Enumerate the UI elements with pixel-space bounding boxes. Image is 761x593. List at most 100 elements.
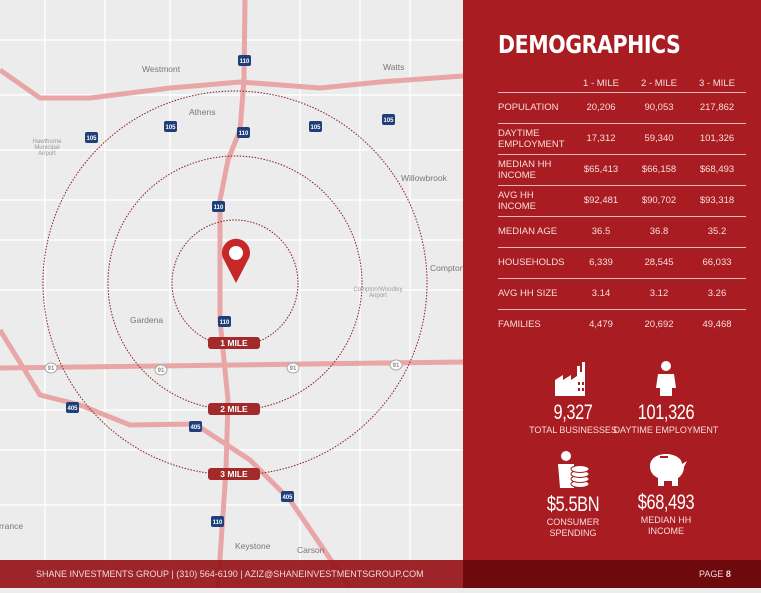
stat-value: $68,493 [637, 491, 695, 514]
table-row: AVG HH INCOME $92,481 $90,702 $93,318 [498, 185, 746, 217]
stat-label: MEDIAN HH INCOME [640, 515, 692, 536]
cell-value: 3.14 [572, 278, 630, 310]
shield-91-icon: 91 [389, 359, 403, 371]
svg-text:405: 405 [67, 406, 78, 412]
place-label: Compton/Woodley Airport [353, 287, 403, 299]
table-row: HOUSEHOLDS 6,339 28,545 66,033 [498, 247, 746, 279]
place-label: Watts [383, 62, 405, 72]
column-header: 3 - MILE [688, 76, 746, 93]
stat-daytime-employment: 101,326 DAYTIME EMPLOYMENT [606, 360, 726, 436]
svg-text:91: 91 [158, 368, 165, 374]
cell-value: 59,340 [630, 123, 688, 155]
map[interactable]: 110 110 110 110 110 105 105 105 105 405 … [0, 0, 465, 590]
footer-contact: SHANE INVESTMENTS GROUP | (310) 564-6190… [36, 569, 424, 579]
stat-label: TOTAL BUSINESSES [529, 425, 617, 435]
svg-text:105: 105 [86, 136, 97, 142]
stat-value: 9,327 [553, 401, 593, 424]
place-label: Hawthorne Municipal Airport [32, 139, 62, 157]
place-label: Torrance [0, 521, 24, 531]
map-canvas: 110 110 110 110 110 105 105 105 105 405 … [0, 0, 464, 590]
person-coins-icon [558, 451, 590, 488]
svg-text:405: 405 [282, 495, 293, 501]
shield-105-icon: 105 [382, 114, 395, 125]
svg-text:110: 110 [220, 320, 230, 326]
svg-text:105: 105 [310, 125, 321, 131]
row-label: MEDIAN AGE [498, 216, 572, 248]
place-label: Compton [430, 263, 465, 273]
stat-total-businesses: 9,327 TOTAL BUSINESSES [513, 362, 633, 436]
stat-median-hh-income: $68,493 MEDIAN HH INCOME [606, 452, 726, 537]
place-label: Willowbrook [401, 173, 447, 183]
cell-value: 20,692 [644, 319, 674, 331]
cell-value: 3.12 [630, 278, 688, 310]
cell-value: $92,481 [572, 185, 630, 217]
svg-text:105: 105 [165, 125, 176, 131]
svg-text:91: 91 [48, 366, 55, 372]
table-row: POPULATION 20,206 90,053 217,862 [498, 92, 746, 124]
stat-value: 101,326 [637, 401, 695, 424]
cell-value: 217,862 [688, 92, 746, 124]
row-label: MEDIAN HH INCOME [498, 154, 572, 186]
table-row: DAYTIME EMPLOYMENT 17,312 59,340 101,326 [498, 123, 746, 155]
svg-text:91: 91 [393, 363, 400, 369]
page-number: 8 [725, 569, 731, 579]
row-label: AVG HH SIZE [498, 278, 572, 310]
row-label: FAMILIES [498, 319, 541, 331]
svg-text:110: 110 [239, 131, 249, 137]
shield-91-icon: 91 [286, 362, 300, 374]
shield-110-icon: 110 [238, 55, 251, 66]
column-header [498, 76, 572, 93]
cell-value: 6,339 [572, 247, 630, 279]
column-header: 1 - MILE [572, 76, 630, 93]
shield-105-icon: 105 [309, 121, 322, 132]
map-pin-icon [221, 238, 251, 283]
stat-consumer-spending: $5.5BN CONSUMER SPENDING [513, 450, 633, 539]
table-row: AVG HH SIZE 3.14 3.12 3.26 [498, 278, 746, 310]
svg-text:405: 405 [190, 425, 201, 431]
cell-value: $90,702 [630, 185, 688, 217]
ring-2-mile [107, 155, 363, 411]
demographics-table: 1 - MILE 2 - MILE 3 - MILE POPULATION 20,20… [498, 76, 746, 340]
shield-105-icon: 105 [85, 132, 98, 143]
cell-value: 49,468 [702, 319, 732, 331]
row-label: POPULATION [498, 92, 572, 124]
cell-value: $93,318 [688, 185, 746, 217]
place-label: Gardena [130, 315, 164, 325]
cell-value: 90,053 [630, 92, 688, 124]
cell-value: 35.2 [688, 216, 746, 248]
stat-value: $5.5BN [546, 493, 600, 516]
page-indicator: PAGE 8 [699, 560, 731, 588]
cell-value: 36.8 [630, 216, 688, 248]
footer: SHANE INVESTMENTS GROUP | (310) 564-6190… [0, 560, 761, 588]
page-label: PAGE [699, 569, 724, 579]
cell-value: 36.5 [572, 216, 630, 248]
person-icon [656, 361, 676, 396]
place-label: Westmont [142, 64, 181, 74]
table-row: MEDIAN AGE 36.5 36.8 35.2 [498, 216, 746, 248]
demographics-panel: DEMOGRAPHICS 1 - MILE 2 - MILE 3 - MILE PO… [463, 0, 761, 560]
cell-value: 101,326 [688, 123, 746, 155]
place-label: Carson [297, 545, 325, 555]
column-header: 2 - MILE [630, 76, 688, 93]
shield-110-icon: 110 [211, 516, 224, 527]
cell-value: 4,479 [589, 319, 613, 331]
cell-value: $65,413 [572, 154, 630, 186]
svg-text:110: 110 [240, 59, 250, 65]
piggy-bank-icon [650, 454, 687, 486]
factory-icon [555, 362, 585, 396]
shield-110-icon: 110 [237, 127, 250, 138]
table-row: FAMILIES 4,479 20,692 49,468 [498, 309, 746, 340]
shield-405-icon: 405 [66, 402, 79, 413]
table-row: MEDIAN HH INCOME $65,413 $66,158 $68,493 [498, 154, 746, 186]
cell-value: $66,158 [630, 154, 688, 186]
shield-91-icon: 91 [154, 364, 168, 376]
cell-value: 28,545 [630, 247, 688, 279]
shield-110-icon: 110 [212, 201, 225, 212]
stat-label: CONSUMER SPENDING [546, 517, 600, 538]
shield-91-icon: 91 [44, 362, 58, 374]
place-label: Keystone [235, 541, 271, 551]
cell-value: 20,206 [572, 92, 630, 124]
shield-110-icon: 110 [218, 316, 231, 327]
shield-405-icon: 405 [281, 491, 294, 502]
panel-title: DEMOGRAPHICS [498, 30, 681, 59]
